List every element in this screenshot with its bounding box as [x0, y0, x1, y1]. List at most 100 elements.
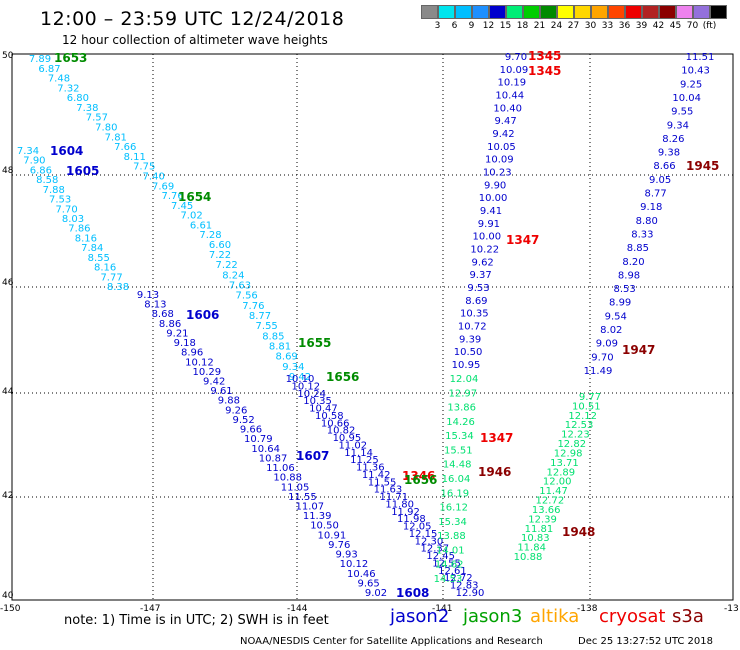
wave-height-value: 10.24 [297, 389, 326, 400]
legend-swatch [693, 5, 710, 19]
lon-tick-label: -138 [577, 604, 598, 614]
lat-tick-label: 48 [2, 166, 14, 176]
wave-height-value: 9.34 [282, 362, 304, 373]
wave-height-value: 9.90 [484, 180, 506, 191]
wave-height-value: 11.06 [266, 463, 295, 474]
lat-tick-label: 42 [2, 491, 13, 501]
wave-height-value: 8.98 [618, 270, 640, 281]
legend-swatch [421, 5, 438, 19]
lat-tick-label: 46 [2, 278, 14, 288]
wave-height-value: 11.39 [303, 511, 332, 522]
wave-height-value: 12.04 [450, 374, 479, 385]
wave-height-value: 8.24 [222, 270, 244, 281]
wave-height-value: 10.79 [244, 434, 273, 445]
wave-height-value: 8.26 [662, 134, 684, 145]
legend-label: 42 [652, 21, 665, 31]
track-time-label: 1345 [528, 49, 561, 63]
wave-height-value: 7.53 [49, 195, 71, 206]
wave-height-value: 16.12 [439, 503, 468, 514]
wave-height-value: 9.54 [605, 311, 627, 322]
wave-height-value: 10.47 [309, 404, 338, 415]
wave-height-value: 6.61 [190, 220, 212, 231]
wave-height-value: 7.22 [209, 250, 231, 261]
track-time-label: 1654 [178, 190, 211, 204]
track-time-label: 1604 [50, 144, 83, 158]
wave-height-value: 7.70 [55, 204, 77, 215]
wave-height-value: 10.00 [479, 193, 508, 204]
wave-height-value: 8.11 [124, 152, 146, 163]
wave-height-value: 13.88 [437, 531, 466, 542]
legend-swatch [625, 5, 642, 19]
legend-label: 36 [618, 21, 631, 31]
wave-height-value: 10.43 [681, 66, 710, 77]
wave-height-value: 9.42 [203, 377, 225, 388]
wave-height-value: 12.89 [547, 467, 576, 478]
wave-height-value: 10.88 [273, 473, 302, 484]
legend-swatch [608, 5, 625, 19]
wave-height-value: 9.93 [335, 550, 357, 561]
wave-height-value: 11.07 [295, 501, 324, 512]
wave-height-value: 10.12 [185, 357, 214, 368]
legend-label: 21 [533, 21, 546, 31]
lon-tick-label: -147 [140, 604, 160, 614]
wave-height-value: 7.76 [161, 191, 183, 202]
wave-height-value: 15.34 [438, 517, 467, 528]
legend-swatch [455, 5, 472, 19]
wave-height-value: 11.42 [362, 470, 391, 481]
track-time-label: 1656 [326, 370, 359, 384]
wave-height-value: 9.62 [472, 257, 494, 268]
wave-height-value: 12.98 [554, 448, 583, 459]
satellite-legend-jason2: jason2 [390, 606, 450, 627]
wave-height-value: 9.41 [480, 206, 502, 217]
legend-label: 33 [601, 21, 614, 31]
wave-height-value: 10.95 [452, 360, 481, 371]
wave-height-value: 10.12 [292, 381, 321, 392]
wave-height-value: 8.20 [622, 257, 644, 268]
legend-swatch [540, 5, 557, 19]
wave-height-value: 11.51 [686, 52, 715, 63]
wave-height-value: 10.72 [458, 322, 487, 333]
wave-height-value: 8.16 [94, 263, 116, 274]
wave-height-value: 14.62 [435, 560, 464, 571]
wave-height-value: 8.33 [631, 229, 653, 240]
track-time-label: 1345 [528, 64, 561, 78]
wave-height-value: 8.13 [144, 300, 166, 311]
wave-height-value: 7.77 [100, 272, 122, 283]
satellite-legend-jason3: jason3 [463, 606, 523, 627]
wave-height-value: 7.56 [236, 291, 258, 302]
wave-height-value: 10.88 [514, 552, 543, 563]
wave-height-value: 9.70 [591, 352, 613, 363]
wave-height-value: 8.85 [262, 331, 284, 342]
wave-height-value: 10.09 [485, 155, 514, 166]
wave-height-value: 11.14 [344, 448, 373, 459]
footer-date: Dec 25 13:27:52 UTC 2018 [578, 636, 713, 647]
wave-height-value: 9.42 [289, 372, 311, 383]
wave-height-value: 7.84 [81, 243, 103, 254]
wave-height-value: 10.19 [498, 78, 527, 89]
wave-height-value: 11.55 [368, 477, 397, 488]
wave-height-value: 14.26 [446, 417, 475, 428]
wave-height-value: 9.26 [225, 405, 247, 416]
wave-height-value: 7.34 [17, 146, 39, 157]
wave-height-value: 12.55 [432, 558, 461, 569]
wave-height-value: 13.66 [532, 505, 561, 516]
wave-height-value: 14.48 [443, 460, 472, 471]
wave-height-value: 11.92 [391, 507, 420, 518]
wave-height-value: 9.25 [680, 79, 702, 90]
legend-swatch [523, 5, 540, 19]
legend-label: 9 [468, 21, 475, 31]
wave-height-value: 10.66 [321, 418, 350, 429]
track-time-label: 1608 [396, 586, 429, 600]
legend-swatch [642, 5, 659, 19]
wave-height-value: 10.40 [493, 103, 522, 114]
legend-label: 15 [499, 21, 512, 31]
lon-tick-label: -141 [432, 604, 452, 614]
wave-height-value: 11.36 [356, 463, 385, 474]
legend-label: 12 [482, 21, 495, 31]
track-time-label: 1605 [66, 164, 99, 178]
wave-height-value: 7.66 [114, 142, 136, 153]
wave-height-value: 8.58 [36, 175, 58, 186]
wave-height-value: 11.47 [539, 486, 568, 497]
wave-height-value: 8.96 [181, 348, 203, 359]
legend-label: 70 [686, 21, 699, 31]
